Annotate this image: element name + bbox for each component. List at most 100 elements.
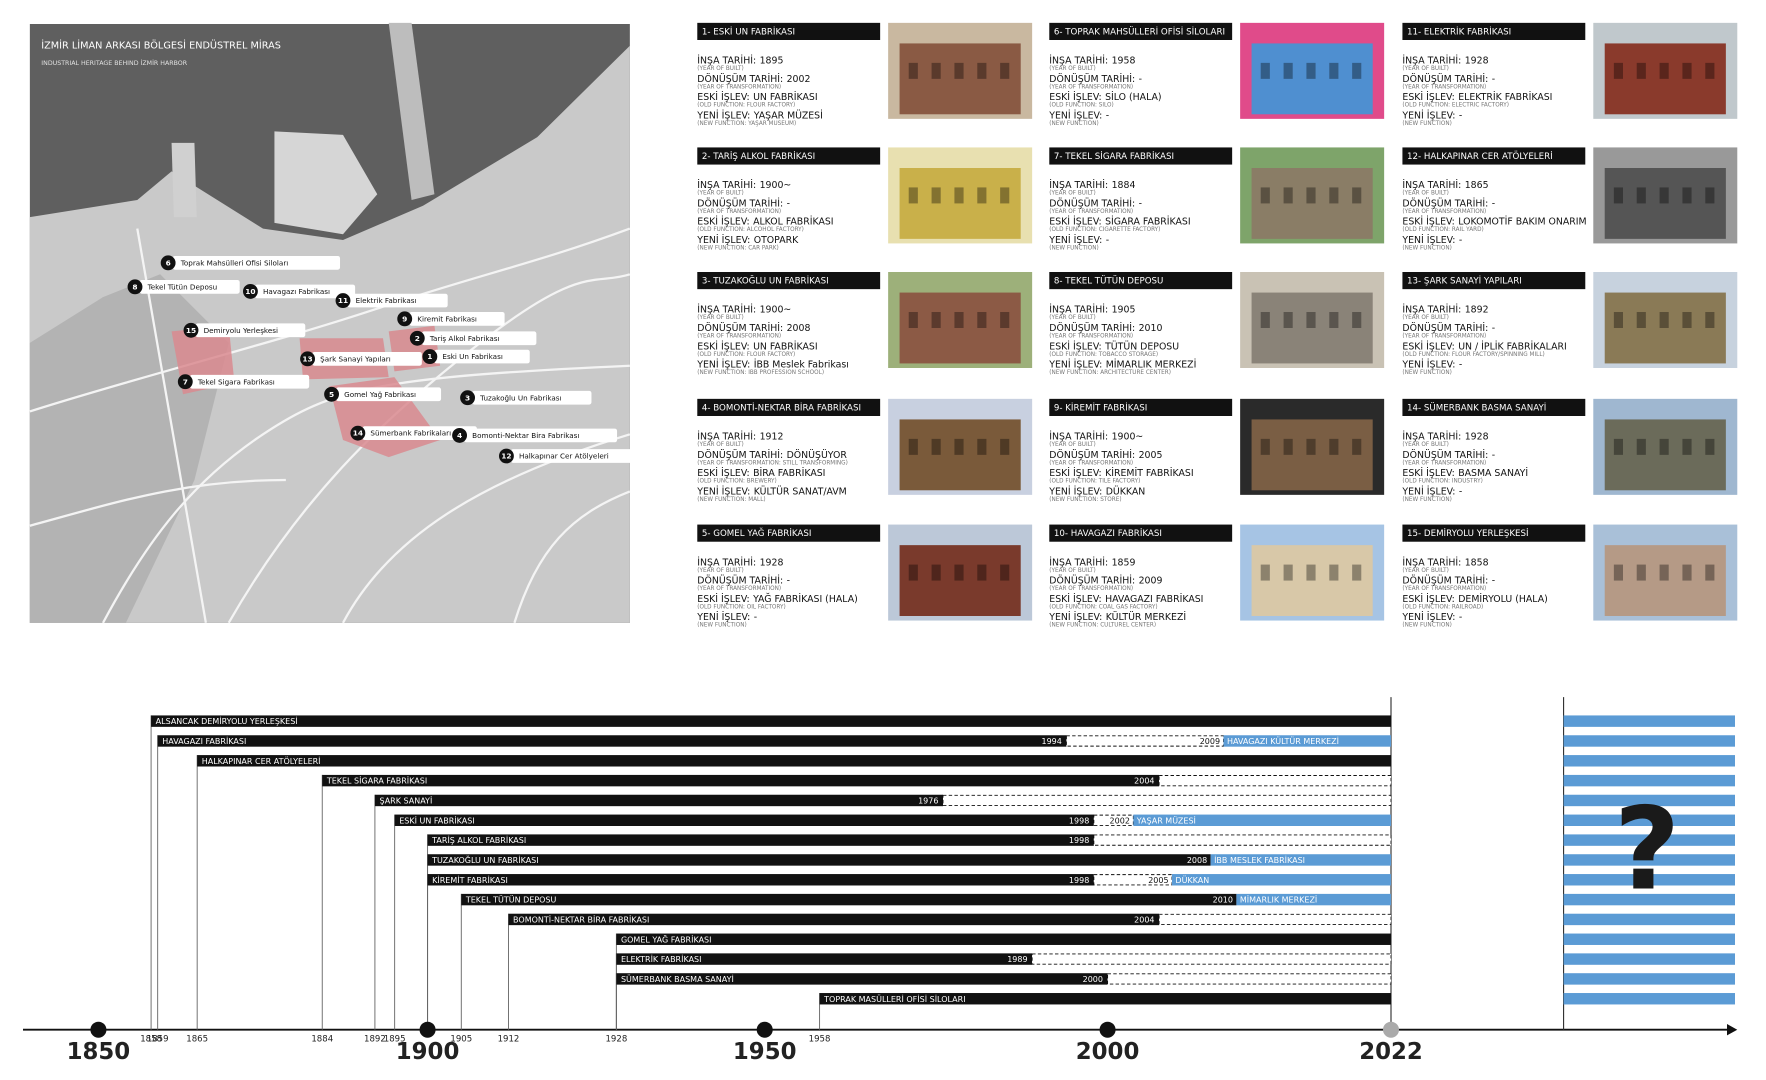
card-title: 9- KİREMİT FABRİKASI [1054,403,1147,414]
field-note: (YEAR OF BUILT) [1402,191,1448,197]
card-photo-window [1613,187,1623,204]
field-note: (YEAR OF TRANSFORMATION) [697,333,781,339]
future-stripe [1563,913,1735,926]
marker-dot [499,448,514,464]
card-title-bar [697,524,881,542]
marker-label-box [511,449,645,463]
card-field: DÖNÜŞÜM TARİHİ: DÖNÜŞÜYOR [697,449,847,460]
card-title: 10- HAVAGAZI FABRİKASI [1054,528,1162,539]
field-value: TÜTÜN DEPOSU [1104,341,1179,352]
card-photo-building [1251,168,1373,239]
field-value: - [1106,235,1109,246]
field-value: HAVAGAZI FABRİKASI [1105,593,1203,604]
card-photo-window [1705,312,1715,328]
field-value: SİGARA FABRİKASI [1105,216,1191,227]
card-photo-window [1682,438,1692,455]
field-note: (OLD FUNCTION: INDUSTRY) [1402,479,1482,485]
card-photo-window [908,312,918,328]
marker-label: Tekel Tütün Deposu [147,282,218,291]
field-note: (OLD FUNCTION: TOBACCO STORAGE) [1049,352,1158,358]
field-label: İNŞA TARİHİ: [1402,557,1461,568]
field-note: (YEAR OF TRANSFORMATION) [697,84,781,90]
major-tick-dot [1099,1021,1116,1038]
field-label: DÖNÜŞÜM TARİHİ: [1049,322,1135,333]
card-title-bar [1049,398,1233,416]
marker-label-box [255,284,356,299]
card-photo-building [899,168,1021,239]
active-period [394,814,1094,826]
card-photo-window [908,62,918,79]
field-note: (YEAR OF BUILT) [697,315,743,321]
field-label: DÖNÜŞÜM TARİHİ: [1402,198,1488,209]
field-note: (OLD FUNCTION: SILO) [1049,103,1113,109]
field-label: İNŞA TARİHİ: [1402,431,1461,442]
map-title: İZMİR LİMAN ARKASI BÖLGESİ ENDÜSTREL MİR… [41,39,281,52]
field-value: - [787,575,790,586]
field-note: (OLD FUNCTION: BREWERY) [697,479,776,485]
card-photo-window [1682,564,1692,581]
field-note: (YEAR OF BUILT) [697,66,743,72]
field-label: ESKİ İŞLEV: [1402,216,1454,227]
field-value: 1865 [1465,180,1489,191]
field-label: DÖNÜŞÜM TARİHİ: [1402,575,1488,586]
card-field: İNŞA TARİHİ: 1928 [1402,431,1488,442]
field-value: BİRA FABRİKASI [753,468,825,479]
heritage-card: 12- HALKAPINAR CER ATÖLYELERİ İNŞA TARİHİ… [1401,147,1738,252]
field-label: ESKİ İŞLEV: [1402,92,1454,103]
card-title-bar [1402,147,1586,165]
future-stripe [1563,893,1735,906]
card-field: YENİ İŞLEV: DÜKKAN [1048,486,1145,497]
heritage-card: 11- ELEKTRİK FABRİKASI İNŞA TARİHİ: 1928 (Y… [1401,22,1738,127]
card-photo-building [899,43,1021,115]
card-photo-window [1000,62,1010,79]
field-label: DÖNÜŞÜM TARİHİ: [1402,322,1488,333]
field-note: (YEAR OF TRANSFORMATION) [1049,586,1133,592]
card-photo-window [931,564,941,581]
timeline: ALSANCAK DEMİRYOLU YERLEŞKESİ 1858 1994 200… [22,697,1738,1065]
card-photo-window [1659,564,1669,581]
card-field: YENİ İŞLEV: KÜLTÜR SANAT/AVM [696,486,846,497]
field-label: ESKİ İŞLEV: [1049,468,1101,479]
marker-dot [397,311,413,327]
field-label: DÖNÜŞÜM TARİHİ: [697,449,783,460]
card-field: YENİ İŞLEV: - [696,612,757,623]
card-photo-building [1251,43,1373,115]
field-value: İBB Meslek Fabrikası [754,359,849,370]
field-label: DÖNÜŞÜM TARİHİ: [697,198,783,209]
field-value: UN FABRİKASI [753,92,818,103]
card-photo-window [1659,438,1669,455]
building-name: ŞARK SANAYİ [379,796,432,806]
card-field: İNŞA TARİHİ: 1859 [1049,557,1135,568]
card-photo-window [1352,62,1362,79]
field-value: 1912 [760,431,784,442]
field-label: ESKİ İŞLEV: [1049,341,1101,352]
field-note: (YEAR OF TRANSFORMATION) [1402,209,1486,215]
future-stripe [1563,973,1735,985]
card-field: ESKİ İŞLEV: ALKOL FABRİKASI [697,216,833,227]
field-value: DÖNÜŞÜYOR [787,449,848,460]
building-name: HAVAGAZI FABRİKASI [162,736,246,746]
card-field: İNŞA TARİHİ: 1892 [1402,304,1488,315]
marker-number: 9 [402,314,407,323]
building-name: HALKAPINAR CER ATÖLYELERİ [202,756,321,766]
new-function: DÜKKAN [1175,875,1209,885]
future-stripe [1563,874,1735,886]
active-period [461,893,1237,906]
card-field: YENİ İŞLEV: - [1048,235,1109,246]
card-photo-window [1306,564,1316,581]
field-value: UN FABRİKASI [753,341,818,352]
marker-label: Toprak Mahsülleri Ofisi Siloları [180,258,289,267]
marker-label-box [347,293,448,308]
card-field: İNŞA TARİHİ: 1912 [697,431,783,442]
start-year-label: 1912 [498,1034,520,1044]
field-note: (YEAR OF TRANSFORMATION) [1049,84,1133,90]
field-value: - [1492,575,1495,586]
field-note: (YEAR OF TRANSFORMATION) [1049,209,1133,215]
active-period [508,913,1160,926]
field-label: DÖNÜŞÜM TARİHİ: [1402,449,1488,460]
field-label: YENİ İŞLEV: [1048,612,1102,623]
field-value: - [1492,322,1495,333]
field-value: 1895 [760,55,784,66]
card-field: İNŞA TARİHİ: 1928 [697,557,783,568]
heritage-card: 13- ŞARK SANAYİ YAPILARI İNŞA TARİHİ: 1892… [1401,272,1738,376]
